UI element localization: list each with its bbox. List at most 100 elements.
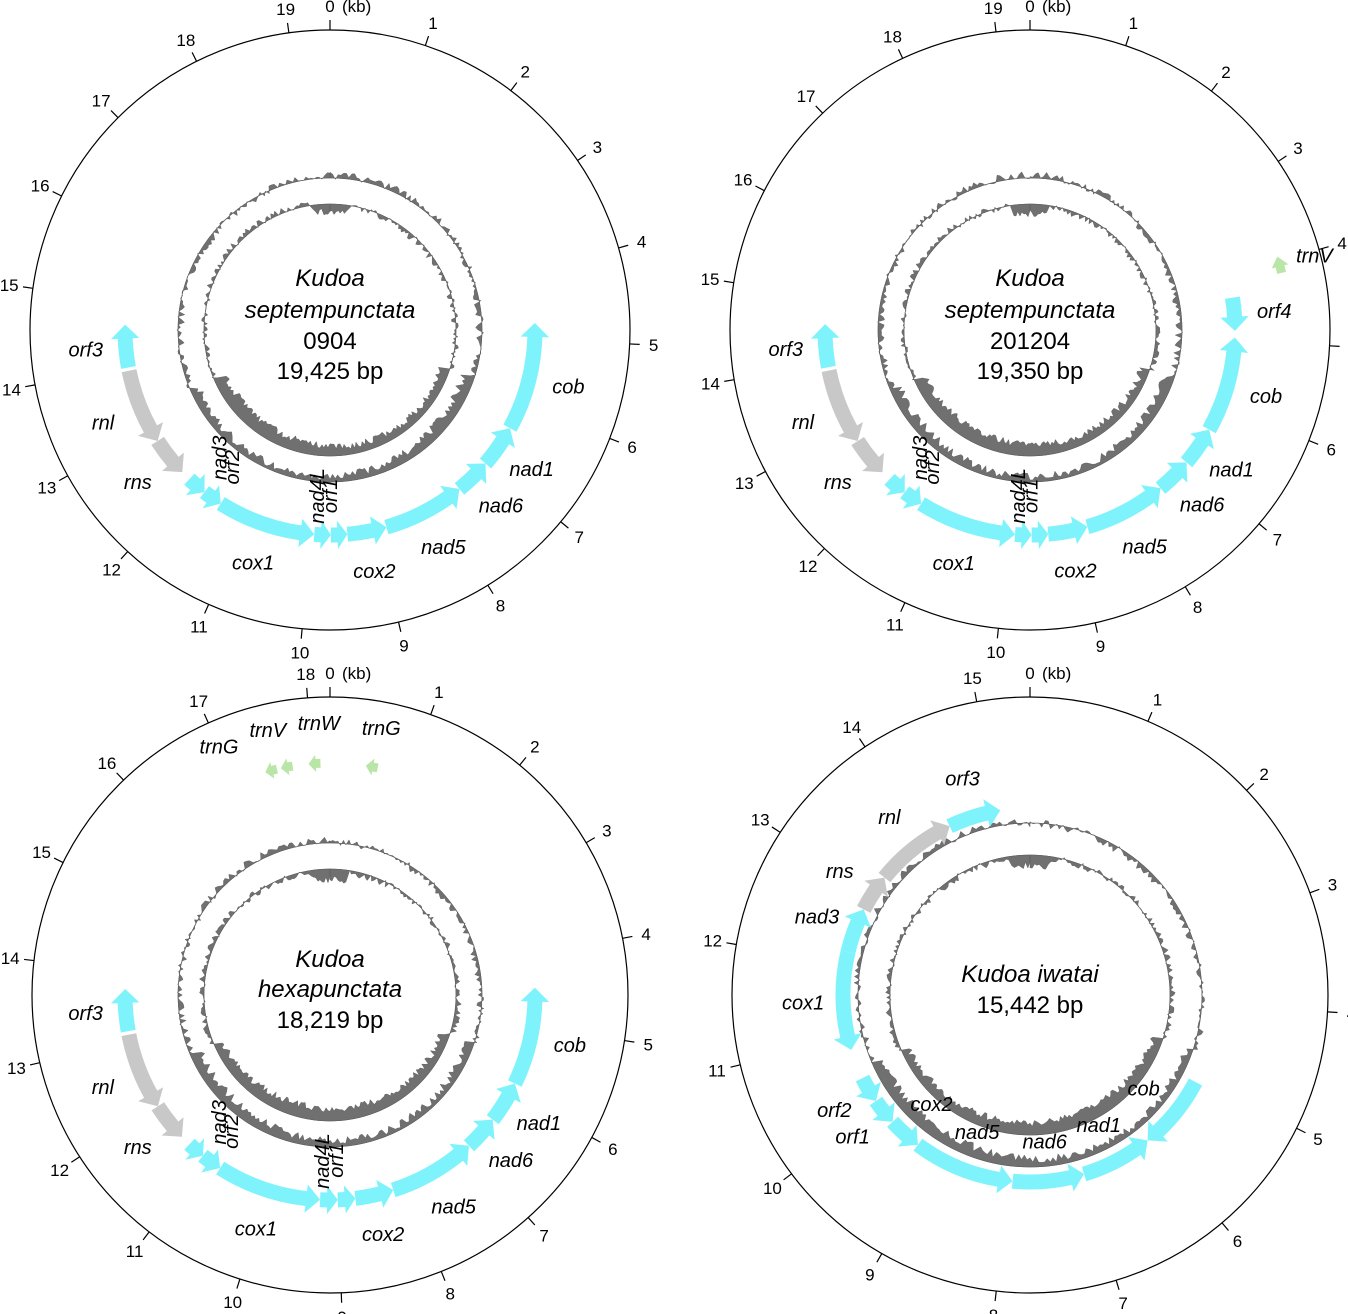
species-epithet: hexapunctata xyxy=(258,976,402,1003)
scale-tick-label: 6 xyxy=(608,1140,617,1159)
scale-tick-label: 14 xyxy=(2,380,21,399)
gene-label-rnl: rnl xyxy=(792,412,815,434)
scale-tick xyxy=(487,584,494,594)
gene-label-nad3: nad3 xyxy=(209,1100,231,1145)
gene-label-cox1: cox1 xyxy=(782,993,824,1015)
gene-arrow-rns xyxy=(851,436,884,473)
gene-arrow-trnG xyxy=(365,758,379,776)
scale-tick xyxy=(783,1173,792,1181)
gene-arrow-cob xyxy=(1147,1078,1203,1142)
scale-tick-label: 18 xyxy=(176,31,195,50)
gene-label-nad1: nad1 xyxy=(517,1113,562,1135)
gene-label-nad4L: nad4L xyxy=(312,1133,334,1189)
scale-tick xyxy=(440,1271,446,1281)
gene-label-nad3: nad3 xyxy=(210,436,232,481)
scale-tick xyxy=(110,110,119,119)
scale-tick-label: 5 xyxy=(1313,1130,1322,1149)
gene-arrow-cox2 xyxy=(1047,516,1088,545)
gene-label-cob: cob xyxy=(1127,1078,1159,1100)
scale-tick-label: 12 xyxy=(50,1161,69,1180)
gene-arrow-rns xyxy=(151,1102,184,1137)
scale-tick xyxy=(974,691,978,702)
gene-arrow-nad5 xyxy=(384,485,460,535)
scale-tick xyxy=(591,1136,601,1143)
scale-tick-label: 2 xyxy=(530,738,539,757)
scale-tick-label: 5 xyxy=(649,336,658,355)
gene-arrow-orf4 xyxy=(1220,296,1249,331)
gene-arrow-cox2 xyxy=(354,1180,394,1208)
gene-arrow-trnW xyxy=(308,754,321,772)
gene-label-cox1: cox1 xyxy=(235,1219,277,1241)
gene-arrow-rns xyxy=(151,436,184,473)
gene-arrow-orf1 xyxy=(330,520,348,550)
scale-tick-label: 2 xyxy=(1259,765,1268,784)
scale-tick xyxy=(815,105,824,114)
gene-arrow-orf2 xyxy=(199,485,221,509)
gene-label-orf2: orf2 xyxy=(222,450,244,484)
scale-tick-label: 8 xyxy=(1193,598,1202,617)
gc-skew-plot xyxy=(201,202,459,457)
scale-tick xyxy=(527,1217,536,1226)
gene-arrow-cob xyxy=(508,987,550,1087)
scale-tick-label: 11 xyxy=(708,1061,726,1080)
scale-unit-label: (kb) xyxy=(1042,0,1071,16)
scale-tick xyxy=(618,244,629,249)
scale-tick xyxy=(116,772,124,781)
scale-tick-label: 11 xyxy=(190,617,208,636)
scale-tick xyxy=(1125,36,1130,46)
gene-label-cob: cob xyxy=(552,376,584,398)
scale-tick-label: 12 xyxy=(102,560,121,579)
gene-arrow-nad1 xyxy=(486,1083,521,1125)
scale-tick-label: 5 xyxy=(643,1035,652,1054)
scale-tick xyxy=(1296,1127,1306,1134)
scale-tick xyxy=(730,1064,741,1068)
scale-tick-label: 3 xyxy=(602,822,611,841)
gene-arrow-orf3 xyxy=(810,324,840,369)
gene-arrow-orf1 xyxy=(869,1096,895,1122)
scale-tick xyxy=(203,713,209,724)
genome-map-3: 0(kb)123456789101112131415161718trnGtrnW… xyxy=(1,664,653,1314)
scale-tick-label: 19 xyxy=(984,0,1003,18)
gene-arrow-cox1 xyxy=(216,1161,321,1213)
genome-length: 15,442 bp xyxy=(977,992,1084,1019)
gene-label-nad6: nad6 xyxy=(489,1150,534,1172)
gene-label-orf1: orf1 xyxy=(326,1143,348,1177)
gene-arrow-nad3 xyxy=(184,1138,205,1160)
gene-label-rns: rns xyxy=(826,861,854,883)
gene-label-rnl: rnl xyxy=(92,1077,115,1099)
gene-arrow-nad1 xyxy=(1180,429,1214,468)
gene-label-trnW: trnW xyxy=(298,713,342,735)
gene-label-rns: rns xyxy=(124,472,152,494)
gene-arrow-orf2 xyxy=(855,1074,881,1102)
scale-tick xyxy=(1210,82,1218,92)
scale-tick xyxy=(723,280,734,284)
scale-tick xyxy=(1309,888,1320,894)
gene-arrow-nad1 xyxy=(479,428,515,469)
gene-arrow-nad3 xyxy=(184,473,205,496)
scale-tick xyxy=(1329,345,1340,347)
gene-arrow-rnl xyxy=(121,1033,164,1107)
scale-tick xyxy=(519,757,527,766)
scale-tick xyxy=(724,379,735,382)
gene-label-nad1: nad1 xyxy=(509,459,554,481)
gene-label-cox1: cox1 xyxy=(232,553,274,575)
scale-tick-label: 0 xyxy=(1025,0,1034,16)
scale-tick-label: 17 xyxy=(797,87,816,106)
genome-length: 19,425 bp xyxy=(277,358,384,385)
scale-tick-label: 8 xyxy=(445,1285,454,1304)
scale-tick xyxy=(300,628,303,639)
scale-tick-label: 15 xyxy=(0,276,19,295)
scale-tick-label: 3 xyxy=(593,138,602,157)
gene-label-nad6: nad6 xyxy=(479,496,524,518)
scale-tick-label: 0 xyxy=(325,664,334,683)
scale-tick-label: 10 xyxy=(763,1179,782,1198)
scale-tick-label: 7 xyxy=(574,528,583,547)
scale-tick-label: 9 xyxy=(399,636,408,655)
gene-arrow-cox1 xyxy=(917,497,1016,548)
scale-tick-label: 18 xyxy=(296,665,315,684)
gene-label-orf1: orf1 xyxy=(1021,479,1043,513)
gene-arrow-cob xyxy=(503,322,550,432)
scale-tick xyxy=(204,604,210,614)
scale-tick-label: 3 xyxy=(1328,876,1337,895)
